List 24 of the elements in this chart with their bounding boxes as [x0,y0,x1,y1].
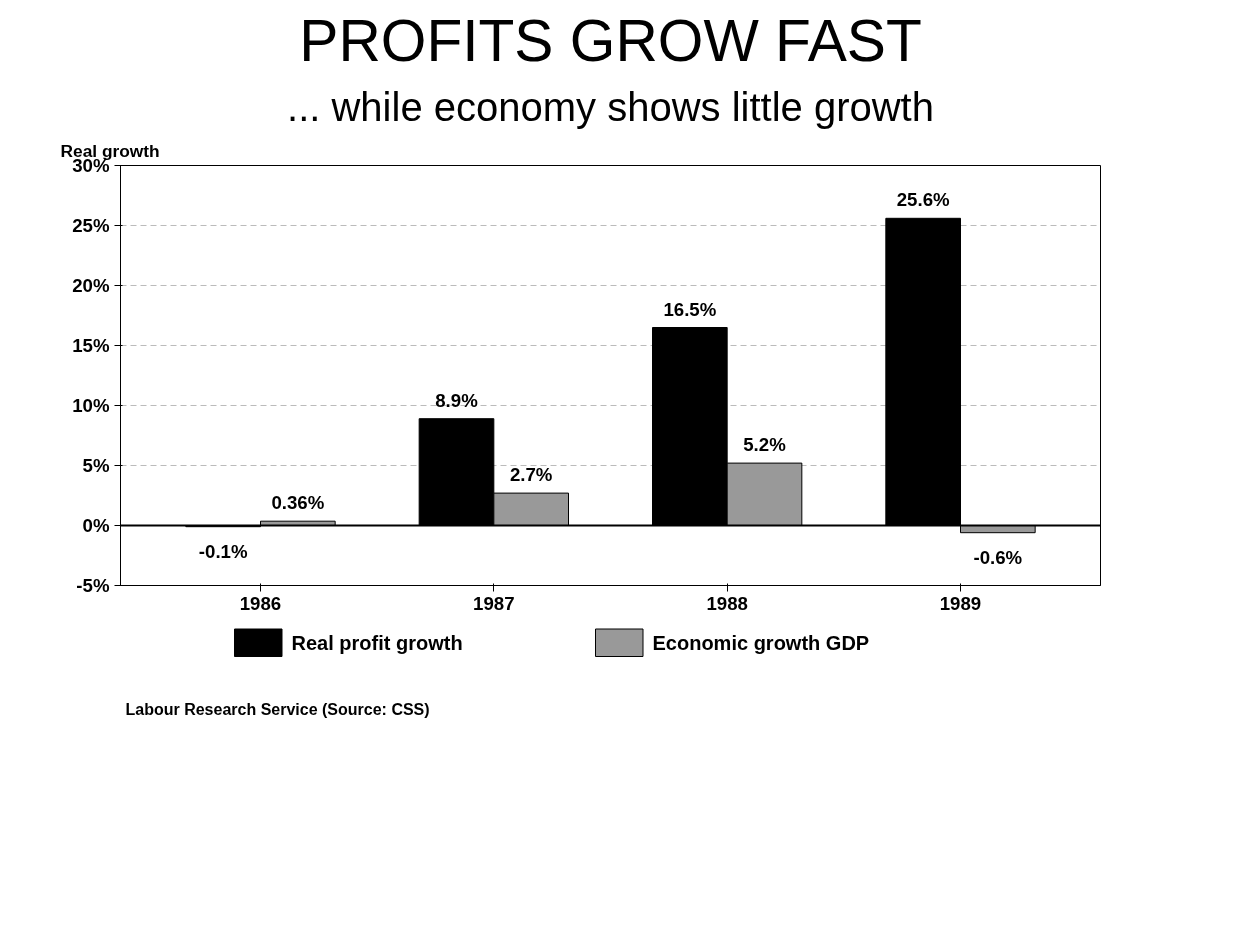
data-label: -0.1% [198,540,248,562]
data-label: 16.5% [663,298,717,320]
x-tick-label: 1988 [706,592,748,614]
x-tick-label: 1986 [239,592,282,614]
data-label: 8.9% [435,389,479,411]
chart-subtitle: ... while economy shows little growth [287,84,934,129]
y-tick-label: 25% [72,215,110,236]
data-label: 0.36% [271,492,325,514]
data-label: 5.2% [743,434,787,456]
y-tick-label: 10% [72,395,110,416]
y-tick-label: 20% [72,275,110,296]
data-label: -0.6% [973,546,1023,568]
chart-title: PROFITS GROW FAST [299,7,922,73]
legend-label: Real profit growth [291,631,463,654]
data-label: 2.7% [509,464,553,486]
legend-label: Economic growth GDP [652,631,870,654]
y-tick-label: 5% [82,455,110,476]
data-label: 25.6% [896,189,951,211]
text: Labour Research Service (Source: CSS) [125,700,430,718]
y-tick-label: 15% [72,335,110,356]
x-tick-label: 1989 [939,592,982,614]
x-tick-label: 1987 [473,592,515,614]
y-tick-label: -5% [76,575,110,596]
y-tick-label: 0% [82,515,110,536]
